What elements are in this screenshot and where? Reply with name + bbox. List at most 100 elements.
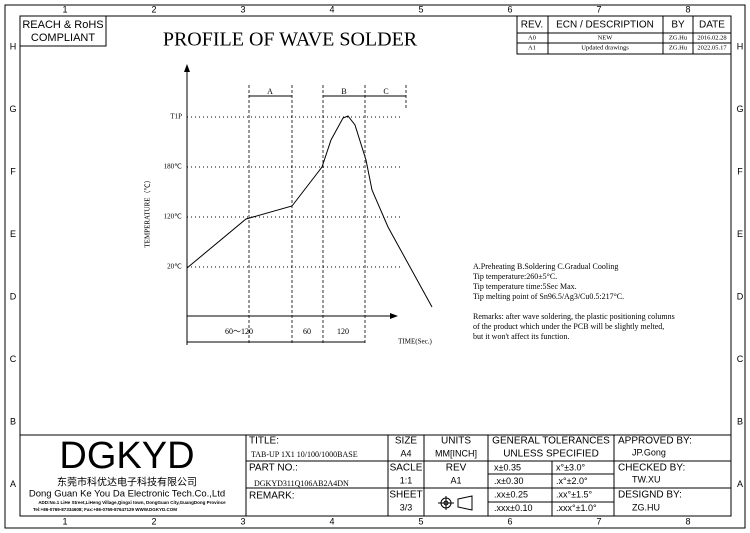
- designed: ZG.HU: [632, 502, 660, 512]
- projection-symbol: [438, 495, 473, 511]
- revision-cell: 2016.02.28: [697, 34, 726, 41]
- profile-diagram: [184, 64, 433, 345]
- units-label: UNITS: [441, 436, 471, 447]
- line-art: [457, 495, 473, 511]
- duration-label: 60～120: [225, 327, 253, 336]
- company-contact: Tel:+86-0769-87334608; Fax:+86-0769-8764…: [33, 507, 177, 512]
- column-marker: 1: [62, 4, 67, 14]
- line-art: [186, 115, 433, 308]
- row-marker: H: [10, 41, 17, 51]
- approved-label: APPROVED BY:: [618, 436, 692, 447]
- revision-header: BY: [671, 20, 685, 31]
- company-name-cn: 东莞市科优达电子科技有限公司: [57, 476, 197, 489]
- line-art: [184, 64, 190, 72]
- revision-header: ECN / DESCRIPTION: [556, 20, 654, 31]
- revision-cell: A0: [528, 34, 536, 41]
- temperature-label: 180℃: [164, 163, 183, 171]
- row-marker: B: [10, 416, 16, 426]
- duration-label: 60: [303, 327, 311, 336]
- remark-line: of the product which under the PCB will …: [473, 322, 664, 331]
- temperature-label: T1P: [170, 113, 182, 121]
- column-marker: 7: [596, 516, 601, 526]
- revision-header: DATE: [699, 20, 725, 31]
- tolerance-cell: .xx°±1.5°: [556, 489, 593, 499]
- column-marker: 8: [685, 4, 690, 14]
- column-marker: 3: [240, 4, 245, 14]
- units: MM[INCH]: [435, 448, 477, 458]
- temperature-label: 120℃: [164, 213, 183, 221]
- duration-label: 120: [337, 327, 349, 336]
- row-marker: C: [737, 354, 744, 364]
- scale: 1:1: [400, 475, 413, 485]
- zone-label: B: [341, 87, 346, 96]
- checked: TW.XU: [632, 474, 661, 484]
- line-art: [390, 313, 398, 319]
- approved: JP.Gong: [632, 447, 666, 457]
- company-address: ADD:No.1 LiHe Street,LiHeng Village,Qing…: [38, 500, 226, 505]
- revision-cell: ZG.Hu: [669, 44, 688, 51]
- row-marker: A: [737, 479, 743, 489]
- note-line: Tip temperature time:5Sec Max.: [473, 282, 577, 291]
- part-label: PART NO.:: [249, 463, 298, 474]
- row-marker: G: [736, 104, 743, 114]
- tolerance-cell: x±0.35: [494, 462, 521, 472]
- compliance-label: COMPLIANT: [31, 32, 95, 44]
- title-label: TITLE:: [249, 436, 279, 447]
- revision-cell: NEW: [598, 34, 614, 41]
- checked-label: CHECKED BY:: [618, 463, 685, 474]
- designed-label: DESIGND BY:: [618, 490, 682, 501]
- size: A4: [400, 448, 411, 458]
- row-marker: F: [10, 166, 16, 176]
- revision-header: REV.: [521, 20, 543, 31]
- note-line: Tip melting point of Sn96.5/Ag3/Cu0.5:21…: [473, 292, 624, 301]
- column-marker: 6: [507, 4, 512, 14]
- column-marker: 7: [596, 4, 601, 14]
- note-line: A.Preheating B.Soldering C.Gradual Cooli…: [473, 262, 618, 271]
- zone-label: C: [383, 87, 388, 96]
- line-art: [4, 4, 746, 529]
- zone-label: A: [267, 87, 273, 96]
- row-marker: F: [737, 166, 743, 176]
- column-marker: 2: [151, 516, 156, 526]
- column-marker: 4: [329, 516, 334, 526]
- row-marker: D: [737, 291, 744, 301]
- part: DGKYD311Q106AB2A4DN: [254, 479, 349, 488]
- company-name-en: Dong Guan Ke You Da Electronic Tech.Co.,…: [29, 489, 225, 500]
- remark-label: REMARK:: [249, 491, 295, 502]
- temperature-label: 20℃: [167, 263, 182, 271]
- tolerance-cell: .xxx°±1.0°: [556, 503, 597, 513]
- compliance-label: REACH & RoHS: [22, 19, 103, 31]
- sheet-label: SHEET: [389, 490, 422, 501]
- tolerance-cell: .xx±0.25: [494, 489, 528, 499]
- remark-line: but it won't affect its function.: [473, 332, 569, 341]
- tolerance-header: UNLESS SPECIFIED: [503, 449, 599, 460]
- tolerance-cell: x°±3.0°: [556, 462, 586, 472]
- column-marker: 5: [418, 4, 423, 14]
- line-art: [19, 15, 107, 47]
- tolerance-cell: .x°±2.0°: [556, 476, 588, 486]
- column-marker: 4: [329, 4, 334, 14]
- revision-cell: A1: [528, 44, 536, 51]
- drawing-title: PROFILE OF WAVE SOLDER: [163, 29, 418, 51]
- row-marker: C: [10, 354, 17, 364]
- line-art: [516, 15, 732, 55]
- title: TAB-UP 1X1 10/100/1000BASE: [251, 450, 358, 459]
- scale-label: SACLE: [390, 463, 423, 474]
- column-marker: 2: [151, 4, 156, 14]
- revision-cell: Updated drawings: [581, 44, 629, 51]
- column-marker: 8: [685, 516, 690, 526]
- tolerance-header: GENERAL TOLERANCES: [492, 436, 610, 447]
- company-logo: DGKYD: [59, 435, 194, 477]
- row-marker: A: [10, 479, 16, 489]
- column-marker: 1: [62, 516, 67, 526]
- row-marker: B: [737, 416, 743, 426]
- revision-cell: 2022.05.17: [697, 44, 727, 51]
- size-label: SIZE: [395, 436, 418, 447]
- column-marker: 5: [418, 516, 423, 526]
- row-marker: D: [10, 291, 17, 301]
- y-axis-label: TEMPERATURE（℃）: [144, 176, 152, 247]
- tolerance-cell: .xxx±0.10: [494, 503, 532, 513]
- row-marker: H: [737, 41, 744, 51]
- remark-line: Remarks: after wave soldering, the plast…: [473, 312, 675, 321]
